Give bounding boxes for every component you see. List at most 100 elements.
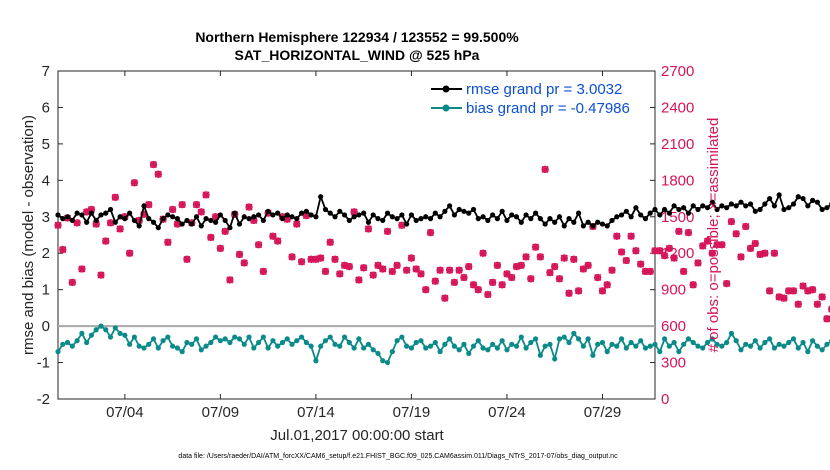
- obs-assimilated-point: [154, 170, 162, 178]
- obs-assimilated-point: [603, 281, 611, 289]
- rmse-point: [327, 210, 333, 216]
- obs-assimilated-point: [789, 287, 798, 295]
- bias-point: [217, 338, 223, 344]
- y-left-tick-label: 3: [42, 209, 50, 226]
- obs-assimilated-point: [140, 210, 148, 218]
- rmse-point: [155, 225, 161, 231]
- bias-point: [747, 343, 754, 349]
- bias-point: [709, 336, 715, 342]
- obs-assimilated-point: [235, 250, 244, 258]
- rmse-point: [556, 214, 563, 220]
- bias-point: [160, 338, 166, 344]
- rmse-point: [747, 201, 754, 207]
- rmse-point: [790, 201, 797, 207]
- obs-assimilated-point: [489, 278, 497, 286]
- rmse-point: [442, 208, 448, 214]
- bias-point: [112, 325, 118, 331]
- bias-point: [695, 343, 701, 349]
- bias-point: [208, 339, 214, 346]
- bias-point: [227, 339, 233, 346]
- bias-point: [117, 330, 123, 336]
- obs-assimilated-point: [727, 218, 735, 226]
- obs-assimilated-point: [555, 275, 564, 283]
- obs-assimilated-point: [512, 263, 521, 271]
- rmse-point: [447, 203, 453, 209]
- obs-assimilated-point: [149, 161, 158, 169]
- obs-assimilated-point: [87, 205, 95, 214]
- bias-point: [165, 334, 171, 340]
- legend-rmse-marker: [442, 85, 450, 93]
- obs-assimilated-point: [699, 242, 707, 250]
- rmse-point: [265, 208, 271, 214]
- bias-point: [642, 345, 649, 351]
- obs-assimilated-point: [417, 270, 425, 278]
- rmse-point: [638, 212, 644, 218]
- rmse-point: [322, 206, 329, 213]
- bias-point: [771, 345, 778, 351]
- bias-point: [203, 343, 209, 349]
- chart-title-line2: SAT_HORIZONTAL_WIND @ 525 hPa: [235, 47, 480, 63]
- obs-assimilated-point: [761, 249, 769, 257]
- obs-assimilated-point: [627, 232, 635, 240]
- rmse-point: [222, 217, 228, 224]
- rmse-point: [480, 214, 486, 220]
- y-left-tick-label: -1: [37, 355, 50, 372]
- obs-assimilated-point: [245, 203, 253, 211]
- bias-point: [380, 358, 386, 364]
- rmse-point: [466, 210, 472, 216]
- rmse-point: [470, 206, 477, 213]
- rmse-point: [93, 217, 99, 224]
- y-right-tick-label: 600: [661, 318, 686, 335]
- obs-assimilated-point: [565, 289, 573, 297]
- obs-assimilated-point: [560, 254, 568, 262]
- bias-point: [255, 339, 262, 346]
- bias-point: [475, 338, 481, 344]
- obs-assimilated-point: [426, 229, 435, 237]
- bias-point: [246, 334, 252, 340]
- bias-point: [795, 345, 801, 351]
- obs-assimilated-point: [240, 259, 248, 267]
- obs-assimilated-point: [126, 249, 134, 257]
- bias-point: [98, 323, 104, 329]
- rmse-point: [160, 216, 166, 222]
- obs-assimilated-point: [255, 241, 263, 249]
- obs-assimilated-point: [632, 247, 640, 255]
- bias-point: [432, 339, 438, 346]
- legend: rmse grand pr = 3.0032 bias grand pr = -…: [431, 81, 630, 117]
- rmse-point: [757, 206, 763, 213]
- rmse-point: [193, 214, 200, 220]
- rmse-point: [384, 210, 391, 216]
- rmse-point: [552, 219, 558, 225]
- bias-point: [685, 336, 692, 342]
- rmse-point: [733, 203, 739, 209]
- bias-point: [733, 338, 739, 344]
- obs-assimilated-point: [618, 248, 626, 256]
- bias-point: [389, 349, 395, 355]
- rmse-point: [170, 214, 176, 220]
- bias-point: [79, 330, 85, 336]
- obs-assimilated-point: [579, 265, 587, 273]
- obs-assimilated-point: [503, 270, 511, 278]
- obs-assimilated-point: [622, 256, 630, 265]
- bias-point: [332, 341, 338, 347]
- bias-point: [413, 339, 419, 346]
- rmse-point: [365, 219, 372, 225]
- rmse-point: [418, 216, 424, 222]
- bias-point: [490, 341, 496, 347]
- rmse-point: [771, 203, 778, 209]
- rmse-point: [614, 214, 620, 220]
- rmse-point: [351, 214, 357, 220]
- rmse-point: [700, 203, 706, 209]
- bias-point: [155, 345, 161, 351]
- rmse-point: [131, 217, 138, 224]
- bias-point: [341, 334, 348, 340]
- bias-point: [805, 349, 811, 355]
- bias-point: [418, 338, 424, 344]
- bias-point: [652, 341, 658, 347]
- rmse-point: [604, 223, 610, 229]
- bias-point: [74, 338, 80, 344]
- obs-assimilated-point: [641, 267, 649, 275]
- rmse-point: [824, 205, 830, 211]
- rmse-point: [657, 212, 663, 218]
- bias-point: [447, 336, 453, 342]
